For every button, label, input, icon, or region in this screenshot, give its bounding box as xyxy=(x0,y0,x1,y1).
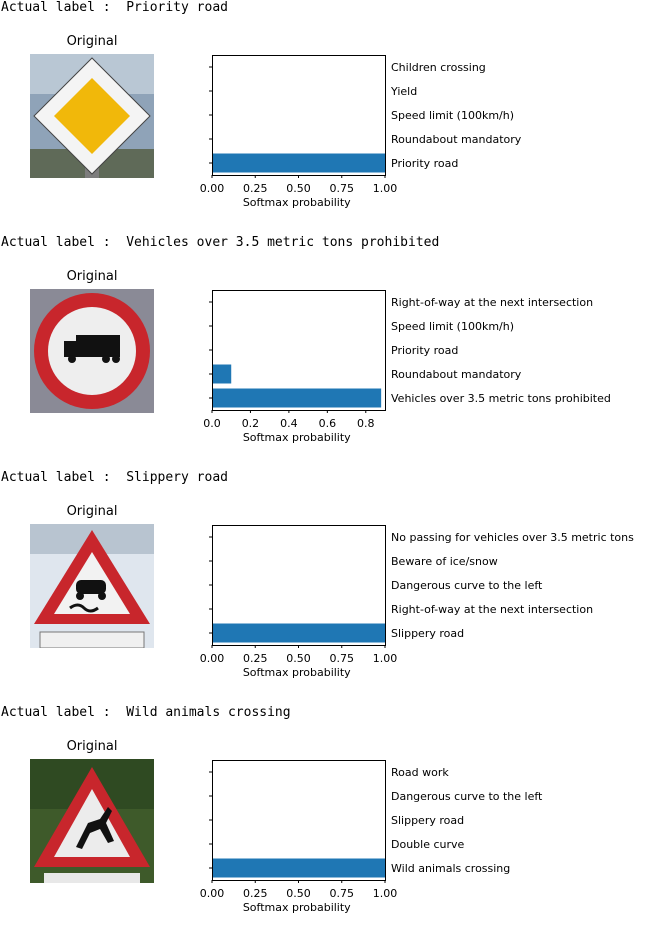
bar xyxy=(212,858,385,878)
bar-chart: Vehicles over 3.5 metric tons prohibited… xyxy=(203,290,611,444)
category-label: Slippery road xyxy=(391,814,464,827)
image-title: Original xyxy=(66,269,118,284)
bar xyxy=(212,153,385,173)
actual-label: Actual label : Wild animals crossing xyxy=(1,705,291,720)
category-label: Right-of-way at the next intersection xyxy=(391,296,593,309)
x-tick-label: 0.2 xyxy=(242,417,260,430)
plot-frame xyxy=(212,290,386,411)
x-tick-label: 0.75 xyxy=(330,887,355,900)
actual-label: Actual label : Slippery road xyxy=(1,470,228,485)
x-tick-label: 1.00 xyxy=(373,182,398,195)
category-label: Roundabout mandatory xyxy=(391,133,522,146)
x-tick-label: 0.75 xyxy=(330,182,355,195)
x-axis-label: Softmax probability xyxy=(243,666,351,679)
x-tick-label: 0.25 xyxy=(243,182,268,195)
x-axis-label: Softmax probability xyxy=(243,431,351,444)
x-tick-label: 0.25 xyxy=(243,887,268,900)
category-label: Priority road xyxy=(391,344,458,357)
x-axis-label: Softmax probability xyxy=(243,901,351,914)
x-tick-label: 0.00 xyxy=(200,652,225,665)
image-title: Original xyxy=(66,504,118,519)
category-label: Road work xyxy=(391,766,449,779)
category-label: Vehicles over 3.5 metric tons prohibited xyxy=(391,392,611,405)
category-label: Children crossing xyxy=(391,61,486,74)
category-label: Double curve xyxy=(391,838,465,851)
x-tick-label: 0.6 xyxy=(319,417,337,430)
x-tick-label: 0.75 xyxy=(330,652,355,665)
no-trucks-sign xyxy=(30,289,154,413)
bar-chart: Wild animals crossing Double curve Slipper… xyxy=(200,760,543,914)
wild-animals-sign xyxy=(30,759,154,883)
category-label: No passing for vehicles over 3.5 metric … xyxy=(391,531,634,544)
category-label: Right-of-way at the next intersection xyxy=(391,603,593,616)
category-label: Wild animals crossing xyxy=(391,862,510,875)
x-tick-label: 0.50 xyxy=(286,887,311,900)
category-label: Yield xyxy=(390,85,417,98)
image-title: Original xyxy=(66,34,118,49)
bar xyxy=(212,623,385,643)
x-tick-label: 1.00 xyxy=(373,652,398,665)
category-label: Priority road xyxy=(391,157,458,170)
prediction-block: Actual label : Wild animals crossing Ori… xyxy=(0,705,650,940)
slippery-road-sign xyxy=(30,524,154,648)
prediction-block: Actual label : Priority road Original Pr… xyxy=(0,0,650,235)
x-tick-label: 0.00 xyxy=(200,887,225,900)
category-label: Speed limit (100km/h) xyxy=(391,320,514,333)
image-title: Original xyxy=(66,739,118,754)
prediction-block: Actual label : Vehicles over 3.5 metric … xyxy=(0,235,650,470)
x-tick-label: 0.25 xyxy=(243,652,268,665)
x-axis-label: Softmax probability xyxy=(243,196,351,209)
category-label: Speed limit (100km/h) xyxy=(391,109,514,122)
x-tick-label: 0.0 xyxy=(203,417,221,430)
category-label: Slippery road xyxy=(391,627,464,640)
priority-road-sign xyxy=(30,54,154,178)
x-tick-label: 0.50 xyxy=(286,182,311,195)
x-tick-label: 0.00 xyxy=(200,182,225,195)
bar xyxy=(212,364,232,384)
bar xyxy=(212,388,382,408)
actual-label: Actual label : Priority road xyxy=(1,0,228,15)
prediction-block: Actual label : Slippery road Original Sl… xyxy=(0,470,650,705)
category-label: Dangerous curve to the left xyxy=(391,790,543,803)
category-label: Dangerous curve to the left xyxy=(391,579,543,592)
bar-chart: Priority road Roundabout mandatory Speed l… xyxy=(200,55,522,209)
x-tick-label: 0.4 xyxy=(280,417,298,430)
category-label: Beware of ice/snow xyxy=(391,555,498,568)
bar-chart: Slippery road Right-of-way at the next in… xyxy=(200,525,634,679)
x-tick-label: 0.50 xyxy=(286,652,311,665)
x-tick-label: 0.8 xyxy=(357,417,375,430)
category-label: Roundabout mandatory xyxy=(391,368,522,381)
actual-label: Actual label : Vehicles over 3.5 metric … xyxy=(1,235,440,250)
x-tick-label: 1.00 xyxy=(373,887,398,900)
